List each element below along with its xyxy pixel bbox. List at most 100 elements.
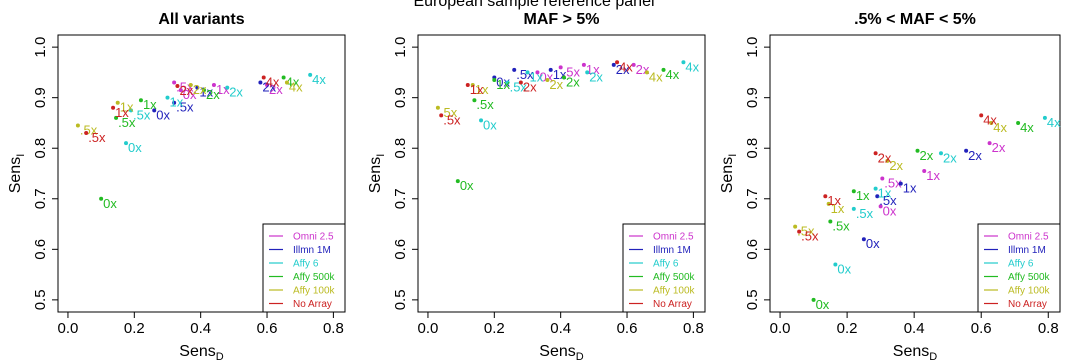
plot-frame — [57, 34, 346, 313]
plot-frame — [769, 34, 1061, 313]
point — [128, 108, 133, 113]
y-tick-label: 0.8 — [32, 138, 49, 159]
point-label: 2x — [589, 69, 603, 84]
legend-label: Affy 500k — [1008, 272, 1051, 283]
point-label: 1x — [529, 69, 543, 84]
point-label: 1x — [120, 100, 134, 115]
x-tick-label: 0.4 — [190, 320, 211, 337]
point-label: 1x — [926, 168, 940, 183]
legend-label: Omni 2.5 — [1008, 232, 1049, 243]
y-axis-label-main: Sens — [7, 157, 24, 193]
point-label: 0x — [103, 196, 117, 211]
point-label: 1x — [470, 82, 484, 97]
y-tick-label: 0.7 — [744, 188, 761, 209]
point-label: 2x — [229, 85, 243, 100]
x-axis-label-main: Sens — [893, 343, 929, 360]
point — [558, 65, 563, 70]
x-tick-label: 0.4 — [904, 320, 925, 337]
point — [989, 120, 994, 125]
point-label: .5x — [118, 115, 136, 130]
point — [915, 148, 920, 153]
point — [987, 141, 992, 146]
point — [898, 181, 903, 186]
x-axis-label-sub: D — [576, 351, 584, 363]
point — [124, 141, 129, 146]
point-label: 0x — [460, 178, 474, 193]
point — [880, 176, 885, 181]
point-label: 2x — [889, 158, 903, 173]
y-tick-label: 0.6 — [32, 239, 49, 260]
x-axis-label-main: Sens — [179, 343, 215, 360]
x-tick-label: 0.8 — [323, 320, 344, 337]
x-axis-label: SensD — [539, 343, 583, 363]
point — [561, 75, 566, 80]
point — [851, 189, 856, 194]
point-label: 2x — [968, 148, 982, 163]
y-tick-label: 1.0 — [744, 37, 761, 58]
point — [470, 83, 475, 88]
point — [172, 100, 177, 105]
y-tick-label: 0.5 — [392, 289, 409, 310]
point-label: 1x — [143, 97, 157, 112]
point-label: 0x — [837, 261, 851, 276]
point — [201, 88, 206, 93]
point — [265, 83, 270, 88]
point — [465, 83, 470, 88]
point-label: 2x — [920, 148, 934, 163]
point-label: .5x — [476, 97, 494, 112]
x-tick-label: 0.4 — [550, 320, 571, 337]
point — [512, 67, 517, 72]
x-axis-label-sub: D — [929, 351, 937, 363]
point — [165, 95, 170, 100]
point-label: 1x — [827, 193, 841, 208]
point-label: 4x — [685, 59, 699, 74]
point — [261, 75, 266, 80]
point-label: 0x — [866, 236, 880, 251]
y-tick-label: 0.8 — [744, 138, 761, 159]
point-label: 0x — [496, 74, 510, 89]
point-label: 2x — [193, 82, 207, 97]
y-tick-label: 0.9 — [744, 87, 761, 108]
point-label: .5x — [133, 107, 151, 122]
x-tick-label: 0.2 — [484, 320, 505, 337]
point — [661, 67, 666, 72]
point — [435, 105, 440, 110]
point — [793, 224, 798, 229]
legend-box — [262, 223, 346, 313]
point — [114, 115, 119, 120]
point — [878, 204, 883, 209]
point — [1016, 120, 1021, 125]
y-axis-label-main: Sens — [367, 157, 384, 193]
point — [585, 70, 590, 75]
point-label: 4x — [289, 80, 303, 95]
y-tick-label: 0.5 — [744, 289, 761, 310]
point — [258, 80, 263, 85]
legend-label: Affy 500k — [653, 272, 696, 283]
point — [811, 297, 816, 302]
x-tick-label: 0.0 — [58, 320, 79, 337]
point — [644, 70, 649, 75]
point-label: 4x — [266, 74, 280, 89]
point-label: 2x — [206, 87, 220, 102]
y-axis-label-main: Sens — [719, 157, 736, 193]
point — [938, 151, 943, 156]
y-tick-label: 1.0 — [32, 37, 49, 58]
point-label: 2x — [992, 140, 1006, 155]
point — [211, 83, 216, 88]
point-label: 0x — [156, 107, 170, 122]
point-label: .5x — [440, 105, 458, 120]
point — [492, 77, 497, 82]
x-tick-label: 0.8 — [683, 320, 704, 337]
x-tick-label: 0.2 — [837, 320, 858, 337]
legend-label: Illmn 1M — [293, 245, 331, 256]
point-label: 0x — [183, 87, 197, 102]
y-tick-label: 0.6 — [744, 239, 761, 260]
point-label: 4x — [312, 72, 326, 87]
point — [631, 62, 636, 67]
legend-label: Affy 6 — [1008, 259, 1034, 270]
y-tick-label: 0.9 — [32, 87, 49, 108]
point-label: 0x — [816, 297, 830, 312]
point — [681, 60, 686, 65]
point-label: 0x — [128, 140, 142, 155]
